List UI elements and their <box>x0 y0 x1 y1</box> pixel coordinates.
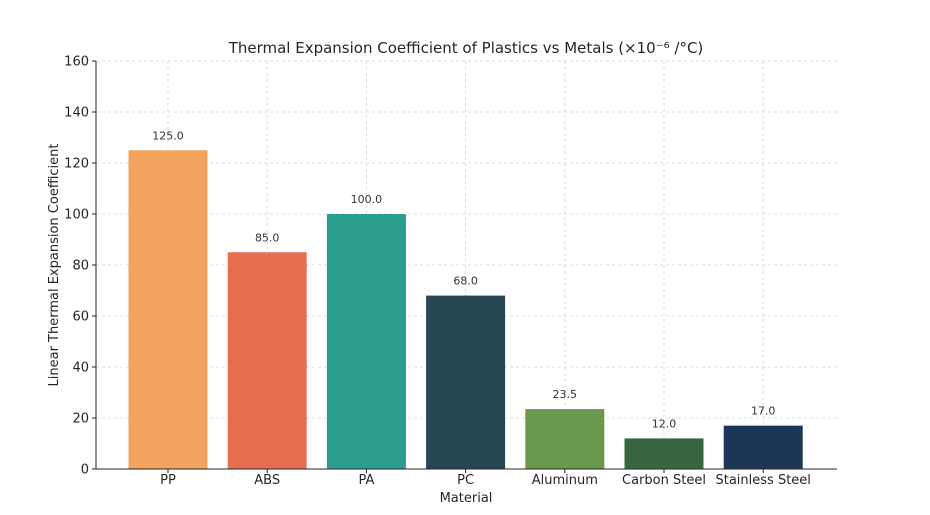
bar-pa <box>326 214 406 469</box>
bar-value-label: 68.0 <box>453 275 478 288</box>
y-tick-label: 120 <box>64 157 89 172</box>
x-tick-label: ABS <box>254 473 280 488</box>
y-tick-label: 0 <box>81 463 89 478</box>
y-tick-label: 160 <box>64 55 89 70</box>
bar-value-label: 12.0 <box>652 417 677 430</box>
bar-pc <box>426 295 506 469</box>
bar-value-label: 125.0 <box>152 129 184 142</box>
x-tick-label: PP <box>160 473 176 488</box>
x-tick-label: Stainless Steel <box>715 473 810 488</box>
bar-value-label: 17.0 <box>751 405 776 418</box>
y-tick-label: 100 <box>64 208 89 223</box>
y-axis-label: Linear Thermal Expansion Coefficient <box>47 144 62 387</box>
chart-title: Thermal Expansion Coefficient of Plastic… <box>228 39 704 57</box>
y-tick-label: 40 <box>72 361 89 376</box>
bar-abs <box>227 252 307 469</box>
x-tick-label: PA <box>358 473 374 488</box>
data-labels: 125.0 85.0 100.0 68.0 23.5 12.0 17.0 <box>152 129 775 430</box>
y-tick-label: 80 <box>72 259 89 274</box>
x-tick-label: Aluminum <box>532 473 598 488</box>
x-axis-label: Material <box>440 491 493 506</box>
bar-pp <box>128 150 208 469</box>
bar-stainless-steel <box>723 425 803 469</box>
x-tick-label: PC <box>457 473 474 488</box>
y-tick-label: 140 <box>64 106 89 121</box>
bar-value-label: 85.0 <box>255 231 280 244</box>
y-tick-label: 20 <box>72 412 89 427</box>
y-tick-label: 60 <box>72 310 89 325</box>
bar-value-label: 23.5 <box>553 388 578 401</box>
axes: 0 20 40 60 80 100 120 140 160 PP ABS PA PC Aluminum Ca… <box>64 55 837 488</box>
bar-aluminum <box>525 409 605 469</box>
bar-carbon-steel <box>624 438 704 469</box>
x-tick-label: Carbon Steel <box>622 473 706 488</box>
bar-value-label: 100.0 <box>351 193 383 206</box>
bars <box>128 150 803 469</box>
